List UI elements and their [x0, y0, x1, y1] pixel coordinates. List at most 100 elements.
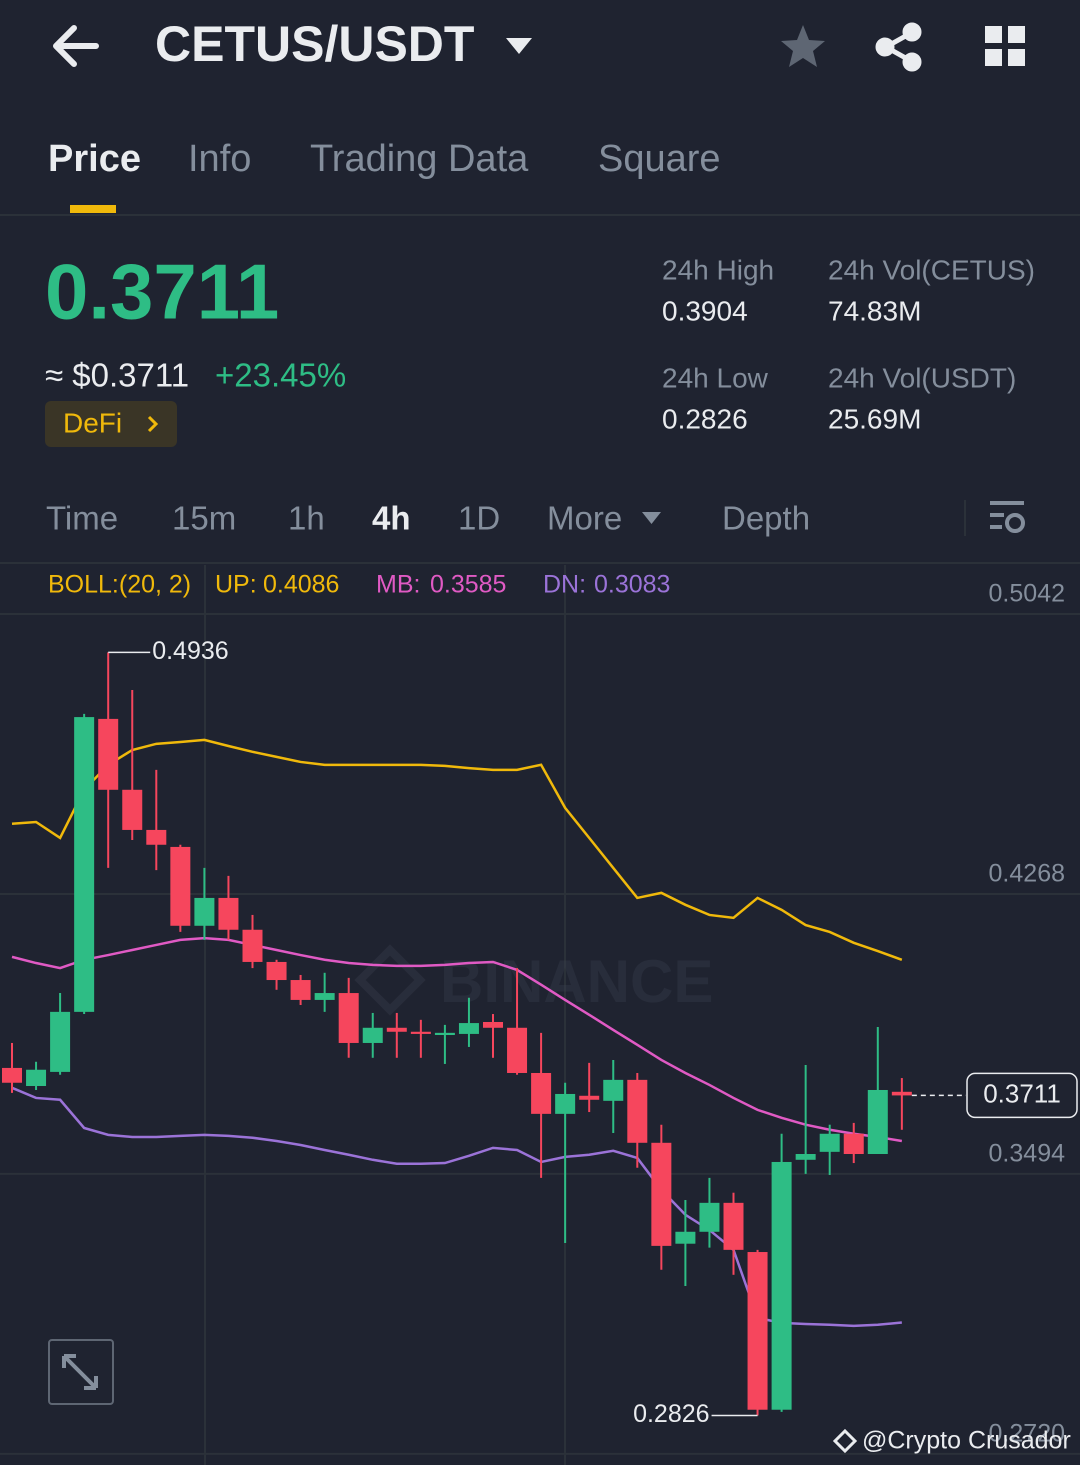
candle-body — [434, 1032, 455, 1036]
candle-body — [338, 993, 359, 1043]
candle-body — [218, 897, 239, 930]
interval[interactable]: 1h — [288, 500, 325, 537]
candle-body — [627, 1079, 648, 1143]
more-caret — [642, 512, 661, 524]
legend-label: UP: — [215, 571, 257, 599]
fiat-price: ≈ $0.3711 — [45, 357, 189, 394]
back-arrow — [53, 25, 99, 67]
price-tag-label: 0.3711 — [983, 1078, 1061, 1108]
favorite-star[interactable] — [781, 25, 825, 67]
interval[interactable]: Time — [46, 500, 118, 537]
candle-body — [843, 1133, 864, 1155]
candle-body — [555, 1093, 576, 1114]
candle-body — [98, 718, 119, 790]
stat-value: 74.83M — [828, 295, 921, 326]
candle-body — [146, 829, 167, 845]
share-dot — [902, 22, 922, 42]
candle-body — [458, 1023, 479, 1034]
back-button[interactable] — [53, 25, 99, 67]
tag-badge[interactable] — [45, 401, 177, 447]
grid-cell — [1008, 26, 1025, 43]
grid-cell — [985, 26, 1002, 43]
watermark-text: BINANCE — [440, 948, 713, 1015]
candle-body — [579, 1095, 600, 1100]
tab[interactable]: Trading Data — [310, 138, 529, 180]
candle-body — [723, 1202, 744, 1250]
candle-body — [795, 1154, 816, 1160]
candle-body — [531, 1072, 552, 1114]
stat-label: 24h High — [662, 254, 774, 285]
tab-indicator — [70, 205, 116, 213]
interval[interactable]: 15m — [172, 500, 236, 537]
watermark-logo — [354, 944, 426, 1016]
y-tick-label: 0.2720 — [989, 1419, 1065, 1447]
candle-body — [242, 929, 263, 962]
price-change: +23.45% — [215, 357, 346, 394]
candle-body — [194, 897, 215, 926]
candle-body — [2, 1067, 22, 1083]
stat-value: 0.2826 — [662, 403, 748, 434]
legend-value: 0.3083 — [594, 571, 670, 599]
tag-chevron — [147, 415, 159, 433]
credit-icon — [832, 1428, 858, 1454]
expand-button[interactable] — [48, 1339, 114, 1405]
candle-body — [483, 1021, 503, 1028]
grid-menu[interactable] — [985, 26, 1025, 66]
share-dot — [875, 37, 895, 57]
candle-body — [314, 993, 335, 1000]
icon-gear — [1005, 513, 1025, 533]
candle-body — [26, 1069, 47, 1087]
plot: 0.5042 0.4268 0.3494 0.2720 UP: 0.4086 MB: 0.35… — [0, 571, 1080, 1455]
stat-value: 25.69M — [828, 403, 921, 434]
high-label: 0.4936 — [152, 637, 228, 665]
indicator-label: BOLL:(20, 2) — [48, 571, 191, 599]
chart-settings[interactable] — [990, 501, 1025, 533]
candle-body — [891, 1091, 912, 1096]
candle-body — [603, 1079, 624, 1101]
legend-value: 0.3585 — [430, 571, 506, 599]
candle-body — [122, 789, 143, 830]
tab[interactable]: Square — [598, 138, 721, 180]
tab[interactable]: Price — [48, 138, 141, 180]
stat-value: 0.3904 — [662, 295, 748, 326]
stat-label: 24h Vol(CETUS) — [828, 254, 1035, 285]
interval[interactable]: More — [547, 500, 622, 537]
candle-body — [74, 717, 95, 1012]
credit: @Crypto Crusador — [862, 1427, 1071, 1455]
candle-body — [50, 1011, 71, 1072]
candle-body — [699, 1202, 720, 1232]
grid-cell — [1008, 49, 1025, 66]
share-button[interactable] — [875, 22, 922, 72]
candle-body — [819, 1133, 840, 1152]
candle-body — [651, 1142, 672, 1246]
interval[interactable]: 1D — [458, 500, 500, 537]
expand-icon — [62, 1354, 98, 1390]
candle-body — [290, 980, 311, 1000]
watermark: BINANCE — [354, 944, 713, 1016]
tab[interactable]: Info — [188, 138, 251, 180]
last-price: 0.3711 — [45, 248, 279, 336]
low-label: 0.2826 — [633, 1400, 709, 1428]
grid-cell — [985, 49, 1002, 66]
stat-label: 24h Vol(USDT) — [828, 362, 1016, 393]
candle-body — [747, 1252, 768, 1410]
y-tick-label: 0.5042 — [989, 580, 1065, 608]
candle-body — [362, 1027, 383, 1043]
candle-body — [266, 961, 287, 981]
tag-label[interactable]: DeFi — [63, 407, 122, 438]
interval[interactable]: 4h — [372, 500, 411, 537]
legend-label: MB: — [376, 571, 420, 599]
indicator-line — [11, 738, 903, 961]
interval[interactable]: Depth — [722, 500, 810, 537]
indicator-line — [11, 936, 903, 1143]
candle-body — [771, 1161, 792, 1410]
pair-title[interactable]: CETUS/USDT — [155, 16, 474, 72]
pair-dropdown[interactable] — [506, 38, 532, 54]
legend-value: 0.4086 — [263, 571, 339, 599]
y-tick-label: 0.3494 — [989, 1140, 1066, 1168]
candle-body — [675, 1231, 696, 1244]
legend-label: DN: — [543, 571, 586, 599]
